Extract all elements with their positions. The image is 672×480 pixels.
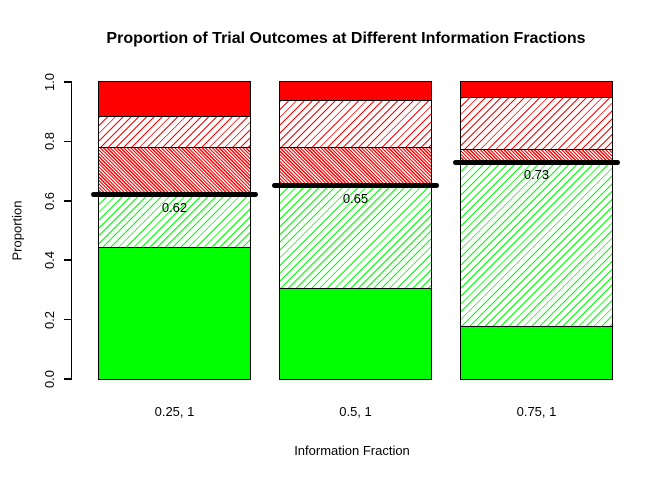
bar-segment-red-hatched — [280, 99, 431, 148]
y-axis-title: Proportion — [9, 200, 25, 261]
bar-segment-red-hatched — [99, 116, 250, 148]
bar-segment-red-solid — [280, 82, 431, 100]
bar-segment-green-hatched — [280, 185, 431, 289]
x-tick-label: 0.25, 1 — [154, 404, 195, 419]
y-tick — [64, 200, 71, 202]
chart-title: Proportion of Trial Outcomes at Differen… — [106, 30, 586, 47]
x-axis-title: Information Fraction — [294, 443, 410, 458]
y-tick-label: 0.0 — [42, 369, 57, 389]
threshold-label: 0.65 — [342, 190, 369, 206]
x-tick-label: 0.75, 1 — [516, 404, 557, 419]
threshold-line — [91, 192, 258, 198]
y-tick — [64, 140, 71, 143]
y-tick-label: 0.4 — [42, 251, 57, 270]
y-tick-label: 0.8 — [42, 132, 57, 151]
bar-border — [279, 81, 432, 380]
y-tick — [64, 318, 71, 321]
bar-segment-red-solid — [99, 82, 250, 117]
y-tick-label: 0.6 — [42, 191, 57, 210]
bar-segment-red-dense-hatched — [461, 148, 612, 163]
bar-segment-green-solid — [461, 325, 612, 379]
bar-segment-red-hatched — [461, 96, 612, 149]
threshold-line — [272, 183, 439, 189]
y-axis-line — [70, 81, 72, 380]
y-tick-label: 1.0 — [42, 72, 57, 92]
bar-segment-green-hatched — [99, 194, 250, 247]
threshold-label: 0.73 — [523, 167, 550, 183]
threshold-line — [453, 159, 620, 165]
y-tick-label: 0.2 — [42, 310, 57, 329]
bar-segment-green-solid — [280, 288, 431, 379]
y-tick — [64, 259, 71, 261]
bar-border — [98, 81, 251, 380]
y-tick — [64, 378, 71, 380]
bar-segment-red-dense-hatched — [99, 147, 250, 195]
bar-border — [460, 81, 613, 380]
bar-segment-green-solid — [99, 246, 250, 379]
bar-segment-red-dense-hatched — [280, 147, 431, 186]
bar-segment-green-hatched — [461, 162, 612, 326]
x-tick-label: 0.5, 1 — [339, 404, 372, 419]
bar-segment-red-solid — [461, 82, 612, 97]
threshold-label: 0.62 — [161, 199, 188, 215]
y-tick — [64, 81, 71, 83]
